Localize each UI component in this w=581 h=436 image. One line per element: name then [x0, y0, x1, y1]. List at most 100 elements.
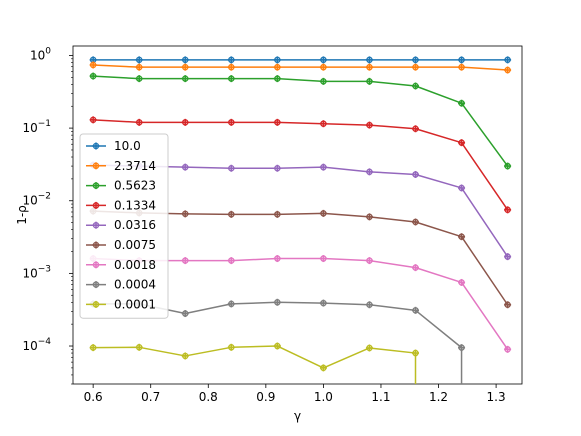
data-point	[135, 56, 143, 64]
data-point	[89, 344, 97, 352]
legend-label: 0.0001	[114, 297, 156, 311]
data-point	[365, 63, 373, 71]
data-point	[504, 253, 512, 261]
data-point	[181, 310, 189, 318]
legend-marker	[92, 221, 100, 229]
data-point	[227, 63, 235, 71]
series-line	[93, 345, 416, 369]
legend-item: 0.0075	[86, 238, 156, 252]
data-point	[273, 164, 281, 172]
data-point	[89, 116, 97, 124]
data-point	[135, 343, 143, 351]
data-point	[181, 210, 189, 218]
legend-marker	[92, 162, 100, 170]
data-point	[273, 75, 281, 83]
data-point	[458, 63, 466, 71]
data-point	[365, 121, 373, 129]
y-tick-base: 10	[22, 339, 37, 353]
x-tick-label: 1.1	[371, 390, 390, 404]
data-point	[273, 210, 281, 218]
data-point	[227, 210, 235, 218]
data-point	[412, 218, 420, 226]
x-tick-label: 0.6	[84, 390, 103, 404]
y-tick-exponent: −3	[38, 264, 51, 274]
data-point	[227, 164, 235, 172]
legend-item: 0.0001	[86, 297, 156, 311]
series-line	[93, 75, 509, 167]
data-point	[365, 77, 373, 85]
series-0.5623	[89, 72, 512, 170]
data-point	[181, 63, 189, 71]
data-point	[412, 125, 420, 133]
data-point	[458, 139, 466, 147]
data-point	[412, 82, 420, 90]
data-point	[319, 77, 327, 85]
data-point	[504, 56, 512, 64]
data-point	[504, 162, 512, 170]
y-tick-label: 10−3	[22, 264, 51, 280]
data-point	[412, 306, 420, 314]
legend-item: 0.0018	[86, 258, 156, 272]
legend-label: 0.0316	[114, 218, 156, 232]
data-point	[412, 63, 420, 71]
data-point	[227, 300, 235, 308]
y-axis-label: 1-ρ	[15, 205, 29, 225]
data-point	[135, 63, 143, 71]
data-point	[458, 233, 466, 241]
data-point	[181, 352, 189, 360]
data-point	[319, 209, 327, 217]
y-tick-base: 10	[22, 194, 37, 208]
y-tick-base: 10	[22, 266, 37, 280]
data-point	[319, 255, 327, 263]
data-point	[365, 56, 373, 64]
data-point	[365, 301, 373, 309]
legend-label: 0.5623	[114, 179, 156, 193]
data-point	[504, 345, 512, 353]
series-0.0001	[89, 342, 420, 384]
data-point	[273, 63, 281, 71]
series-2.3714	[89, 61, 512, 74]
data-point	[319, 163, 327, 171]
data-point	[181, 118, 189, 126]
data-point	[412, 349, 420, 357]
y-tick-base: 10	[30, 48, 45, 62]
legend-item: 0.0004	[86, 278, 156, 292]
x-tick-label: 0.8	[199, 390, 218, 404]
x-tick-label: 1.0	[314, 390, 333, 404]
data-point	[412, 264, 420, 272]
data-point	[319, 63, 327, 71]
legend-label: 0.0075	[114, 238, 156, 252]
y-tick-label: 10−1	[22, 119, 51, 135]
legend-marker	[92, 142, 100, 150]
series-line	[93, 119, 509, 211]
data-point	[273, 298, 281, 306]
y-tick-label: 100	[30, 46, 51, 62]
x-axis-label: γ	[294, 409, 301, 423]
data-point	[458, 99, 466, 107]
legend-marker	[92, 261, 100, 269]
x-axis: 0.6 0.7 0.8 0.9 1.0 1.1 1.2 1.3	[84, 384, 506, 404]
series-line	[93, 64, 508, 71]
data-point	[319, 56, 327, 64]
data-point	[504, 301, 512, 309]
data-point	[412, 56, 420, 64]
y-tick-label: 10−4	[22, 337, 51, 353]
data-point	[135, 75, 143, 83]
x-tick-label: 1.2	[429, 390, 448, 404]
data-point	[458, 278, 466, 286]
data-point	[365, 257, 373, 265]
legend-item: 10.0	[86, 139, 141, 153]
data-point	[504, 66, 512, 74]
legend-item: 0.1334	[86, 198, 156, 212]
x-tick-label: 0.9	[256, 390, 275, 404]
data-point	[273, 118, 281, 126]
data-point	[135, 118, 143, 126]
data-point	[227, 56, 235, 64]
y-tick-label: 10−2	[22, 192, 51, 208]
legend-label: 0.1334	[114, 198, 156, 212]
data-point	[412, 170, 420, 178]
legend-frame	[79, 133, 169, 319]
data-point	[504, 206, 512, 214]
